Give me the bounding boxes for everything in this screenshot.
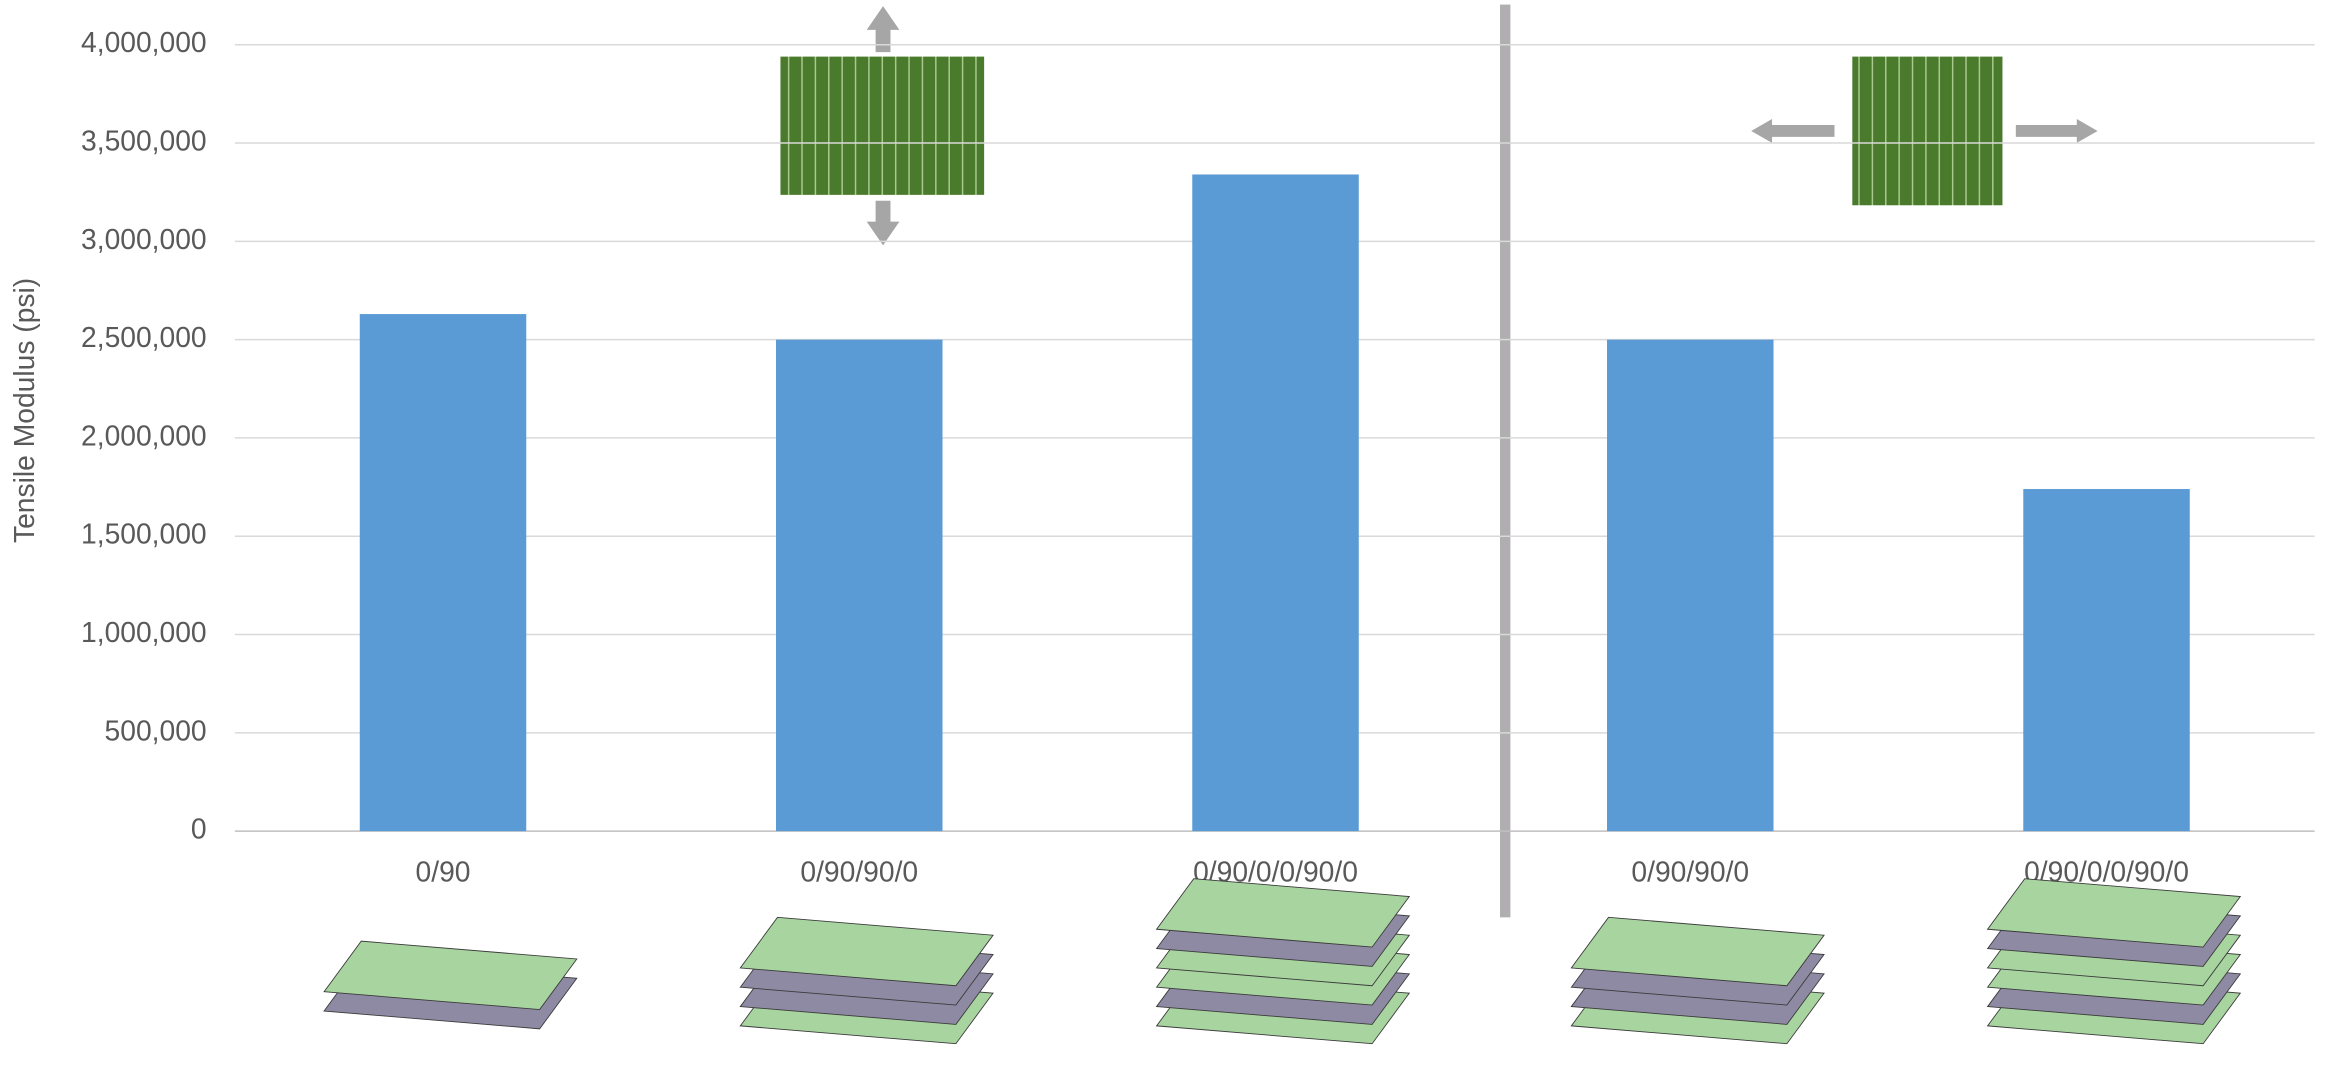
y-tick-label: 4,000,000 [81, 26, 207, 58]
load-icon-vertical [780, 6, 985, 246]
y-tick-label: 3,000,000 [81, 223, 207, 255]
x-tick-label: 0/90/90/0 [1631, 856, 1749, 888]
y-tick-label: 2,000,000 [81, 419, 207, 451]
bar [359, 314, 527, 832]
layup-illustrations [323, 878, 2242, 1045]
load-icon-horizontal [1751, 56, 2098, 206]
y-tick-label: 3,500,000 [81, 124, 207, 156]
y-axis-title: Tensile Modulus (psi) [8, 278, 40, 543]
y-tick-label: 0 [191, 813, 207, 845]
x-tick-label: 0/90 [416, 856, 471, 888]
ply-layer [1986, 878, 2242, 948]
bar [776, 339, 943, 832]
x-tick-label: 0/90/90/0 [800, 856, 918, 888]
divider [1499, 4, 1511, 918]
y-tick-label: 2,500,000 [81, 321, 207, 353]
y-tick-label: 1,500,000 [81, 518, 207, 550]
bar [2023, 489, 2190, 832]
ply-layer [739, 916, 994, 987]
ply-layer [1155, 878, 1411, 948]
ply-layer [323, 940, 578, 1010]
y-tick-label: 1,000,000 [81, 616, 207, 648]
bar [1607, 339, 1774, 832]
y-tick-label: 500,000 [105, 714, 207, 746]
ply-layer [1570, 916, 1825, 987]
bar [1192, 174, 1359, 832]
